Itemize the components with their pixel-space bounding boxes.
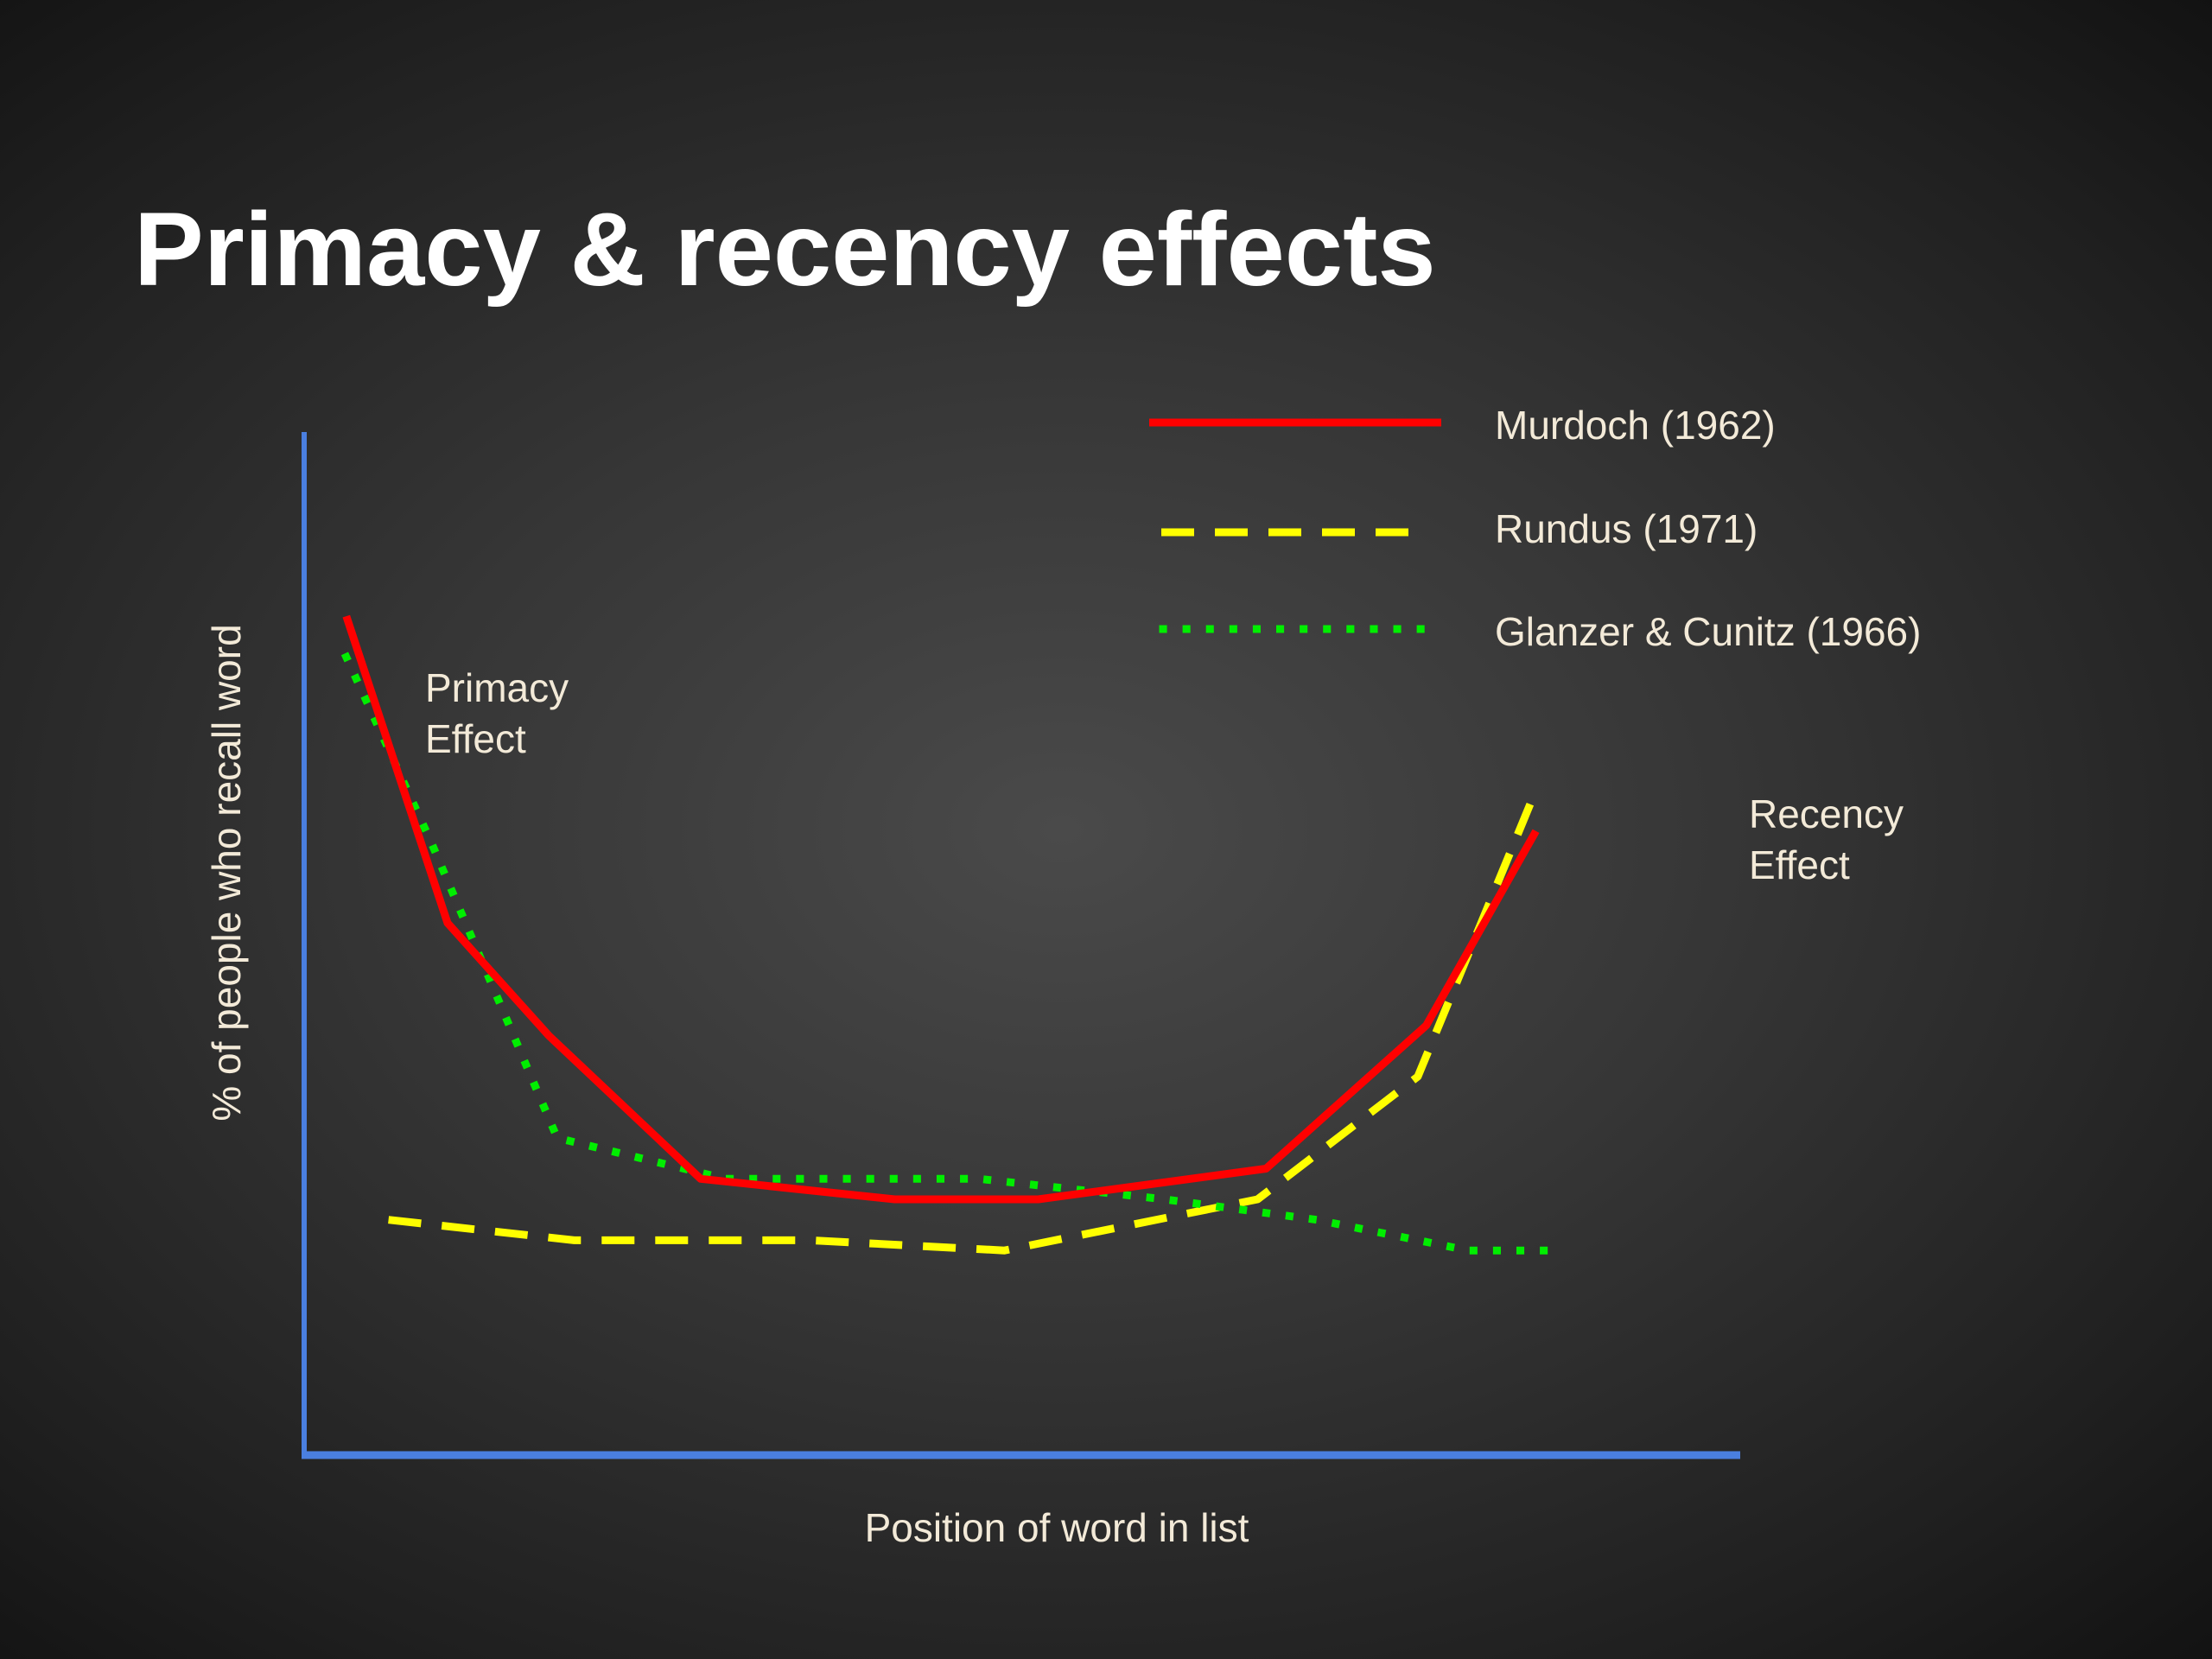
legend: Murdoch (1962) Rundus (1971) Glanzer & C…	[1149, 403, 1921, 654]
annotation-primacy: Primacy Effect	[425, 665, 569, 761]
series-line-2	[340, 652, 1557, 1255]
annotation-primacy-line2: Effect	[425, 716, 526, 761]
annotation-primacy-line1: Primacy	[425, 665, 569, 710]
slide-title: Primacy & recency effects	[134, 190, 1436, 308]
series-line-0	[342, 614, 1540, 1204]
y-axis-label: % of people who recall word	[204, 624, 249, 1121]
legend-label-murdoch: Murdoch (1962)	[1495, 403, 1776, 448]
annotation-recency: Recency Effect	[1749, 791, 1904, 887]
x-axis-label: Position of word in list	[865, 1505, 1249, 1550]
legend-label-rundus: Rundus (1971)	[1495, 506, 1758, 551]
legend-item-glanzer: Glanzer & Cunitz (1966)	[1159, 609, 1921, 654]
series-line-1	[388, 788, 1540, 1255]
annotation-recency-line1: Recency	[1749, 791, 1904, 836]
legend-item-murdoch: Murdoch (1962)	[1149, 403, 1776, 448]
annotation-recency-line2: Effect	[1749, 842, 1850, 887]
series-layer	[340, 614, 1557, 1255]
legend-label-glanzer: Glanzer & Cunitz (1966)	[1495, 609, 1921, 654]
legend-item-rundus: Rundus (1971)	[1161, 506, 1758, 551]
